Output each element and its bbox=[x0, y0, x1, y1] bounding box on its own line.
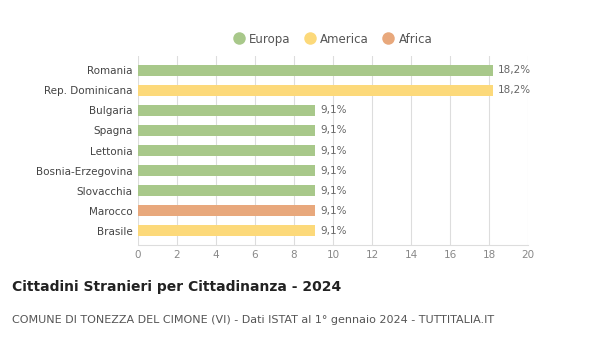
Text: 9,1%: 9,1% bbox=[320, 226, 347, 236]
Legend: Europa, America, Africa: Europa, America, Africa bbox=[229, 28, 437, 50]
Text: 18,2%: 18,2% bbox=[498, 65, 531, 75]
Text: 9,1%: 9,1% bbox=[320, 186, 347, 196]
Text: 9,1%: 9,1% bbox=[320, 125, 347, 135]
Bar bbox=[138, 165, 316, 176]
Bar bbox=[138, 185, 316, 196]
Text: 9,1%: 9,1% bbox=[320, 146, 347, 155]
Bar bbox=[138, 145, 316, 156]
Text: COMUNE DI TONEZZA DEL CIMONE (VI) - Dati ISTAT al 1° gennaio 2024 - TUTTITALIA.I: COMUNE DI TONEZZA DEL CIMONE (VI) - Dati… bbox=[12, 315, 494, 325]
Text: 9,1%: 9,1% bbox=[320, 166, 347, 176]
Bar bbox=[138, 205, 316, 216]
Text: 9,1%: 9,1% bbox=[320, 105, 347, 115]
Text: 18,2%: 18,2% bbox=[498, 85, 531, 95]
Bar bbox=[138, 105, 316, 116]
Bar bbox=[138, 125, 316, 136]
Text: Cittadini Stranieri per Cittadinanza - 2024: Cittadini Stranieri per Cittadinanza - 2… bbox=[12, 280, 341, 294]
Bar bbox=[138, 225, 316, 236]
Bar bbox=[138, 85, 493, 96]
Bar bbox=[138, 65, 493, 76]
Text: 9,1%: 9,1% bbox=[320, 206, 347, 216]
